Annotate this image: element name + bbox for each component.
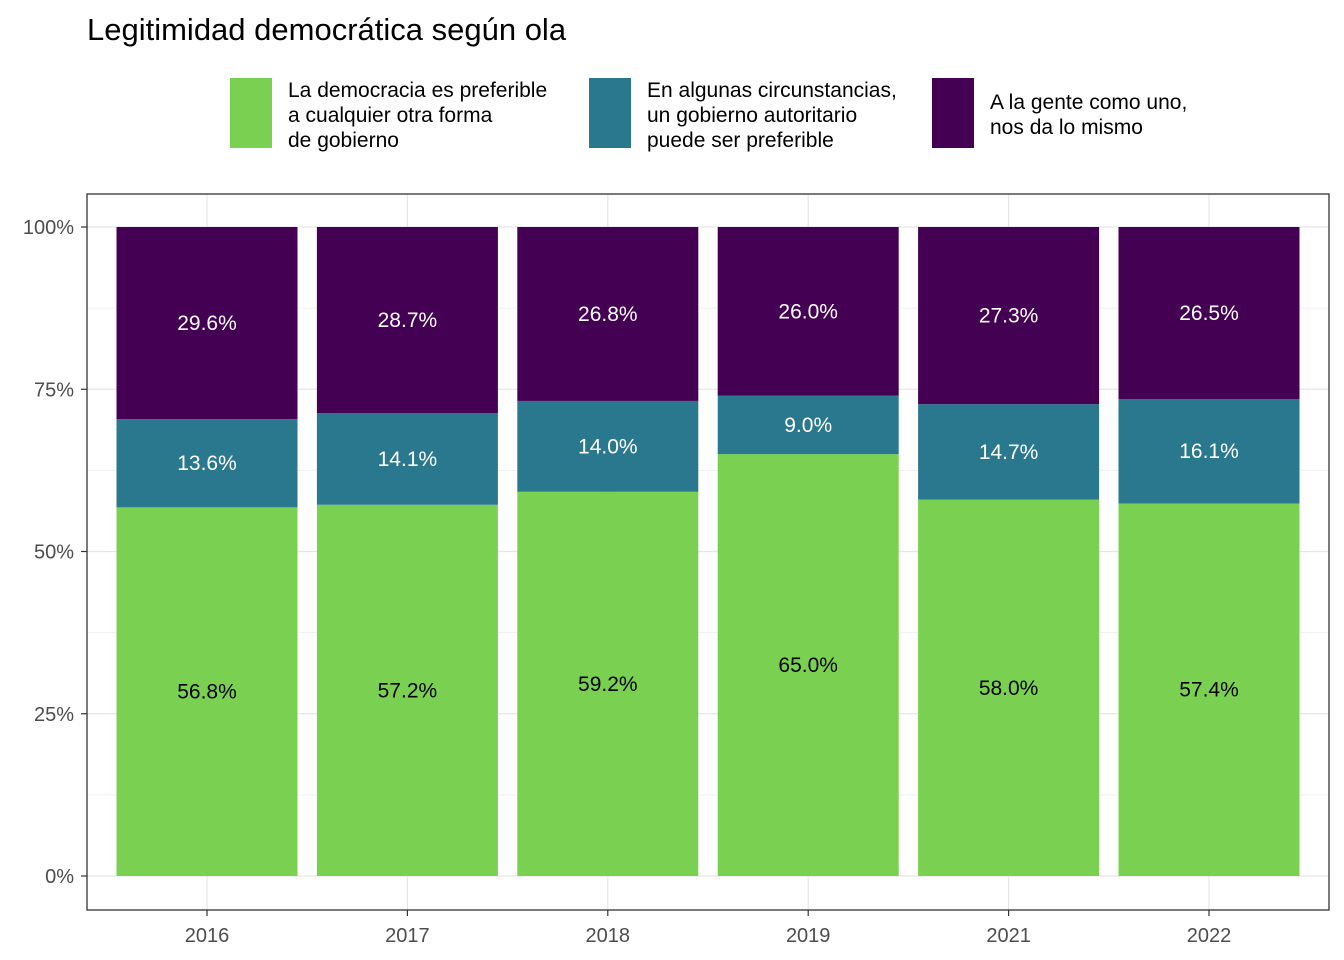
bar-label-2022-series-1: 16.1% [1179,440,1239,463]
legend-label-democracia: La democracia es preferible a cualquier … [288,79,548,152]
bar-label-2018-series-2: 26.8% [578,303,638,326]
bar-label-2018-series-1: 14.0% [578,435,638,458]
x-tick-label-2021: 2021 [986,925,1031,947]
bar-label-2016-series-1: 13.6% [177,452,237,475]
bar-2017-series-1 [316,413,498,505]
bar-label-2019-series-1: 9.0% [784,414,832,437]
bar-2022-series-2 [1118,227,1300,399]
legend-label-autoritario: En algunas circunstancias, un gobierno a… [647,79,897,152]
y-tick-label: 0% [45,866,74,888]
bar-2019-series-1 [717,395,899,455]
legend-key-indiferente [932,78,974,148]
bar-label-2021-series-2: 27.3% [979,305,1039,328]
legend-label-indiferente: A la gente como uno, nos da lo mismo [990,91,1188,139]
bar-2021-series-2 [918,227,1100,405]
bar-label-2017-series-1: 14.1% [378,448,438,471]
bar-label-2016-series-2: 29.6% [177,312,237,335]
y-tick-label: 50% [34,542,74,564]
bar-2021-series-1 [918,404,1100,500]
bar-label-2022-series-2: 26.5% [1179,302,1239,325]
y-tick-label: 100% [23,217,74,239]
x-tick-label-2016: 2016 [185,925,230,947]
bar-2017-series-0 [316,504,498,876]
legend-key-autoritario [589,78,631,148]
bar-2018-series-1 [517,400,699,492]
x-tick-label-2019: 2019 [786,925,831,947]
bar-label-2018-series-0: 59.2% [578,673,638,696]
x-tick-label-2022: 2022 [1187,925,1232,947]
bar-label-2016-series-0: 56.8% [177,681,237,704]
bar-2019-series-0 [717,454,899,876]
bar-label-2021-series-1: 14.7% [979,441,1039,464]
bar-2021-series-0 [918,499,1100,876]
y-tick-label: 25% [34,704,74,726]
bar-2019-series-2 [717,227,899,396]
bar-2018-series-2 [517,227,699,401]
bar-label-2019-series-0: 65.0% [778,654,838,677]
bar-label-2021-series-0: 58.0% [979,677,1039,700]
legend-key-democracia [230,78,272,148]
bar-label-2022-series-0: 57.4% [1179,679,1239,702]
bar-2022-series-1 [1118,398,1300,504]
y-tick-label: 75% [34,379,74,401]
bar-label-2017-series-2: 28.7% [378,309,438,332]
bar-2017-series-2 [316,227,498,414]
chart-title: Legitimidad democrática según ola [87,12,567,47]
bar-2018-series-0 [517,491,699,876]
x-tick-label-2018: 2018 [586,925,631,947]
bar-2022-series-0 [1118,503,1300,876]
bar-label-2017-series-0: 57.2% [378,679,438,702]
x-tick-label-2017: 2017 [385,925,430,947]
bar-2016-series-2 [116,227,298,420]
bar-2016-series-0 [116,507,298,876]
bar-label-2019-series-2: 26.0% [778,300,838,323]
bar-2016-series-1 [116,419,298,508]
